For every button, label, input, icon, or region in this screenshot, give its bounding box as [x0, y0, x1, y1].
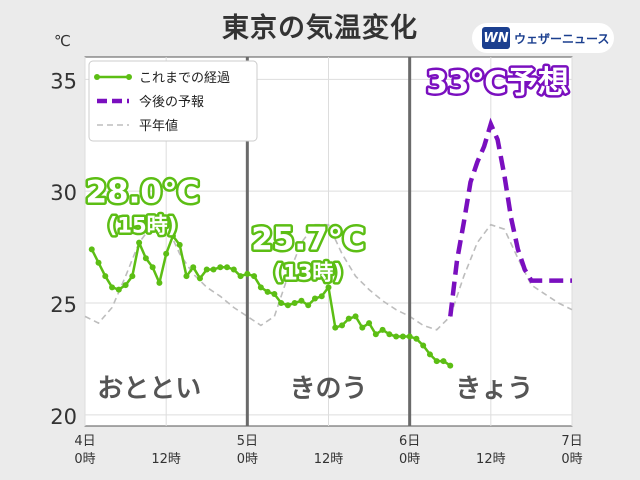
observed-point	[224, 264, 231, 271]
observed-point	[230, 266, 237, 273]
observed-point	[196, 275, 203, 282]
observed-point	[284, 302, 291, 309]
observed-point	[345, 315, 352, 322]
x-tick-label-day: 7日	[561, 434, 582, 449]
observed-point	[122, 282, 129, 289]
observed-point	[386, 331, 393, 338]
observed-point	[433, 358, 440, 365]
observed-point	[440, 358, 447, 365]
legend-box	[88, 60, 258, 142]
brand-name: ウェザーニュース	[514, 31, 610, 46]
x-tick-label-hour: 12時	[476, 452, 506, 467]
x-tick-label-hour: 12時	[314, 452, 344, 467]
annotation-time: (15時)	[108, 213, 177, 237]
observed-point	[318, 293, 325, 300]
observed-point	[325, 284, 332, 291]
chart-title: 東京の気温変化	[222, 13, 418, 44]
x-tick-label-hour: 0時	[399, 452, 420, 467]
x-tick-label-day: 6日	[399, 434, 420, 449]
annotation-time: (13時)	[273, 260, 342, 284]
day-label: きょう	[455, 374, 533, 404]
observed-point	[278, 300, 285, 306]
legend-normal-label: 平年値	[139, 118, 178, 134]
observed-point	[359, 324, 366, 331]
x-tick-label-hour: 0時	[74, 452, 95, 467]
observed-point	[244, 270, 251, 277]
observed-point	[129, 273, 136, 280]
observed-point	[426, 351, 433, 358]
observed-point	[291, 300, 298, 306]
normal-temperature-line	[84, 223, 573, 331]
observed-point	[393, 333, 400, 340]
brand-logo: WN ウェザーニュース	[472, 23, 614, 53]
observed-point	[88, 246, 95, 253]
observed-point	[156, 279, 163, 286]
y-tick-label: 35	[50, 69, 77, 93]
y-tick-label: 20	[50, 405, 77, 429]
observed-point	[264, 288, 271, 295]
y-tick-label: 25	[50, 293, 77, 317]
observed-point	[413, 335, 420, 342]
forecast-temperature-line	[448, 117, 572, 317]
observed-point	[339, 322, 346, 329]
observed-point	[271, 291, 278, 298]
observed-point	[372, 331, 379, 338]
legend-observed-marker	[126, 74, 132, 80]
observed-point	[163, 250, 170, 257]
observed-point	[251, 273, 258, 280]
observed-point	[149, 264, 156, 271]
observed-point	[109, 284, 116, 291]
annotation-value: 25.7℃	[251, 221, 365, 257]
observed-point	[95, 259, 102, 266]
observed-point	[352, 313, 359, 320]
observed-point	[203, 266, 210, 273]
observed-point	[217, 264, 224, 271]
observed-point	[332, 324, 339, 331]
x-tick-label-hour: 0時	[237, 452, 258, 467]
y-axis-unit: ℃	[54, 32, 71, 50]
observed-point	[176, 241, 183, 248]
observed-point	[305, 302, 312, 309]
observed-point	[298, 297, 305, 304]
observed-point	[102, 273, 109, 280]
x-tick-label-hour: 0時	[561, 452, 582, 467]
day-label: おととい	[97, 374, 201, 404]
legend-forecast-label: 今後の予報	[139, 94, 204, 110]
observed-point	[142, 255, 149, 262]
observed-point	[257, 284, 264, 291]
observed-point	[311, 295, 318, 302]
legend-observed-marker	[94, 74, 100, 80]
observed-point	[447, 362, 454, 369]
x-tick-label-day: 5日	[237, 434, 258, 449]
observed-point	[136, 239, 143, 246]
y-tick-label: 30	[50, 181, 77, 205]
observed-point	[399, 333, 406, 340]
x-tick-label-hour: 12時	[151, 452, 181, 467]
observed-point	[420, 342, 427, 349]
observed-point	[169, 232, 176, 239]
x-tick-label-day: 4日	[74, 434, 95, 449]
observed-point	[190, 264, 197, 271]
observed-point	[115, 286, 122, 293]
observed-point	[183, 273, 190, 280]
observed-point	[406, 333, 413, 340]
day-label: きのう	[289, 374, 367, 404]
observed-point	[366, 320, 373, 327]
observed-point	[379, 326, 386, 333]
observed-point	[237, 273, 244, 280]
legend-observed-label: これまでの経過	[139, 71, 230, 86]
observed-point	[210, 266, 217, 273]
annotation-value: 33℃予想	[426, 65, 569, 101]
annotation-value: 28.0℃	[85, 174, 199, 210]
brand-mark: WN	[482, 27, 510, 49]
